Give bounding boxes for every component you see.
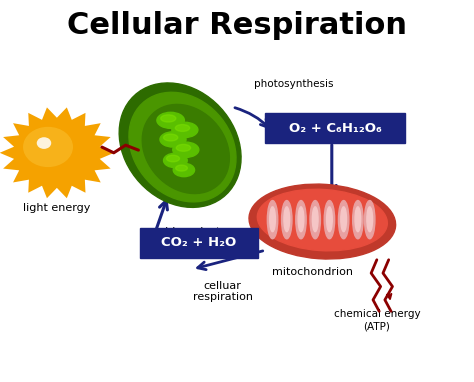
- Ellipse shape: [355, 207, 361, 231]
- Circle shape: [17, 120, 97, 185]
- Ellipse shape: [267, 201, 278, 239]
- Ellipse shape: [164, 134, 178, 141]
- Ellipse shape: [119, 83, 241, 207]
- Ellipse shape: [353, 201, 363, 239]
- Text: light energy: light energy: [23, 203, 91, 213]
- Circle shape: [36, 137, 51, 149]
- Ellipse shape: [249, 184, 396, 259]
- FancyBboxPatch shape: [140, 228, 258, 258]
- Ellipse shape: [166, 155, 180, 162]
- Ellipse shape: [310, 201, 320, 239]
- Ellipse shape: [164, 153, 187, 168]
- Text: Cellular Respiration: Cellular Respiration: [67, 11, 407, 40]
- Text: O₂ + C₆H₁₂O₆: O₂ + C₆H₁₂O₆: [289, 122, 382, 135]
- Ellipse shape: [365, 201, 375, 239]
- Ellipse shape: [270, 207, 275, 231]
- Text: CO₂ + H₂O: CO₂ + H₂O: [162, 236, 237, 249]
- Ellipse shape: [338, 201, 349, 239]
- Ellipse shape: [173, 163, 194, 177]
- Ellipse shape: [296, 201, 306, 239]
- Ellipse shape: [176, 165, 187, 171]
- Ellipse shape: [257, 189, 387, 251]
- Ellipse shape: [176, 144, 191, 151]
- Text: photosynthesis: photosynthesis: [254, 79, 334, 89]
- Ellipse shape: [160, 132, 186, 147]
- Text: celluar
respiration: celluar respiration: [193, 281, 253, 303]
- Ellipse shape: [327, 207, 332, 231]
- Ellipse shape: [312, 207, 318, 231]
- Ellipse shape: [298, 207, 304, 231]
- Ellipse shape: [324, 201, 335, 239]
- Ellipse shape: [173, 142, 199, 157]
- FancyBboxPatch shape: [265, 113, 405, 143]
- Ellipse shape: [341, 207, 346, 231]
- Text: mitochondrion: mitochondrion: [273, 267, 353, 277]
- Ellipse shape: [172, 122, 198, 138]
- Ellipse shape: [284, 207, 290, 231]
- Text: chemical energy
(ATP): chemical energy (ATP): [334, 309, 420, 331]
- Ellipse shape: [161, 115, 176, 122]
- Ellipse shape: [157, 112, 184, 128]
- Circle shape: [23, 127, 73, 167]
- Text: chloroplast: chloroplast: [159, 227, 220, 237]
- Ellipse shape: [129, 92, 236, 202]
- Ellipse shape: [142, 104, 229, 194]
- Ellipse shape: [282, 201, 292, 239]
- Ellipse shape: [367, 207, 373, 231]
- Ellipse shape: [175, 125, 190, 131]
- Polygon shape: [0, 107, 114, 198]
